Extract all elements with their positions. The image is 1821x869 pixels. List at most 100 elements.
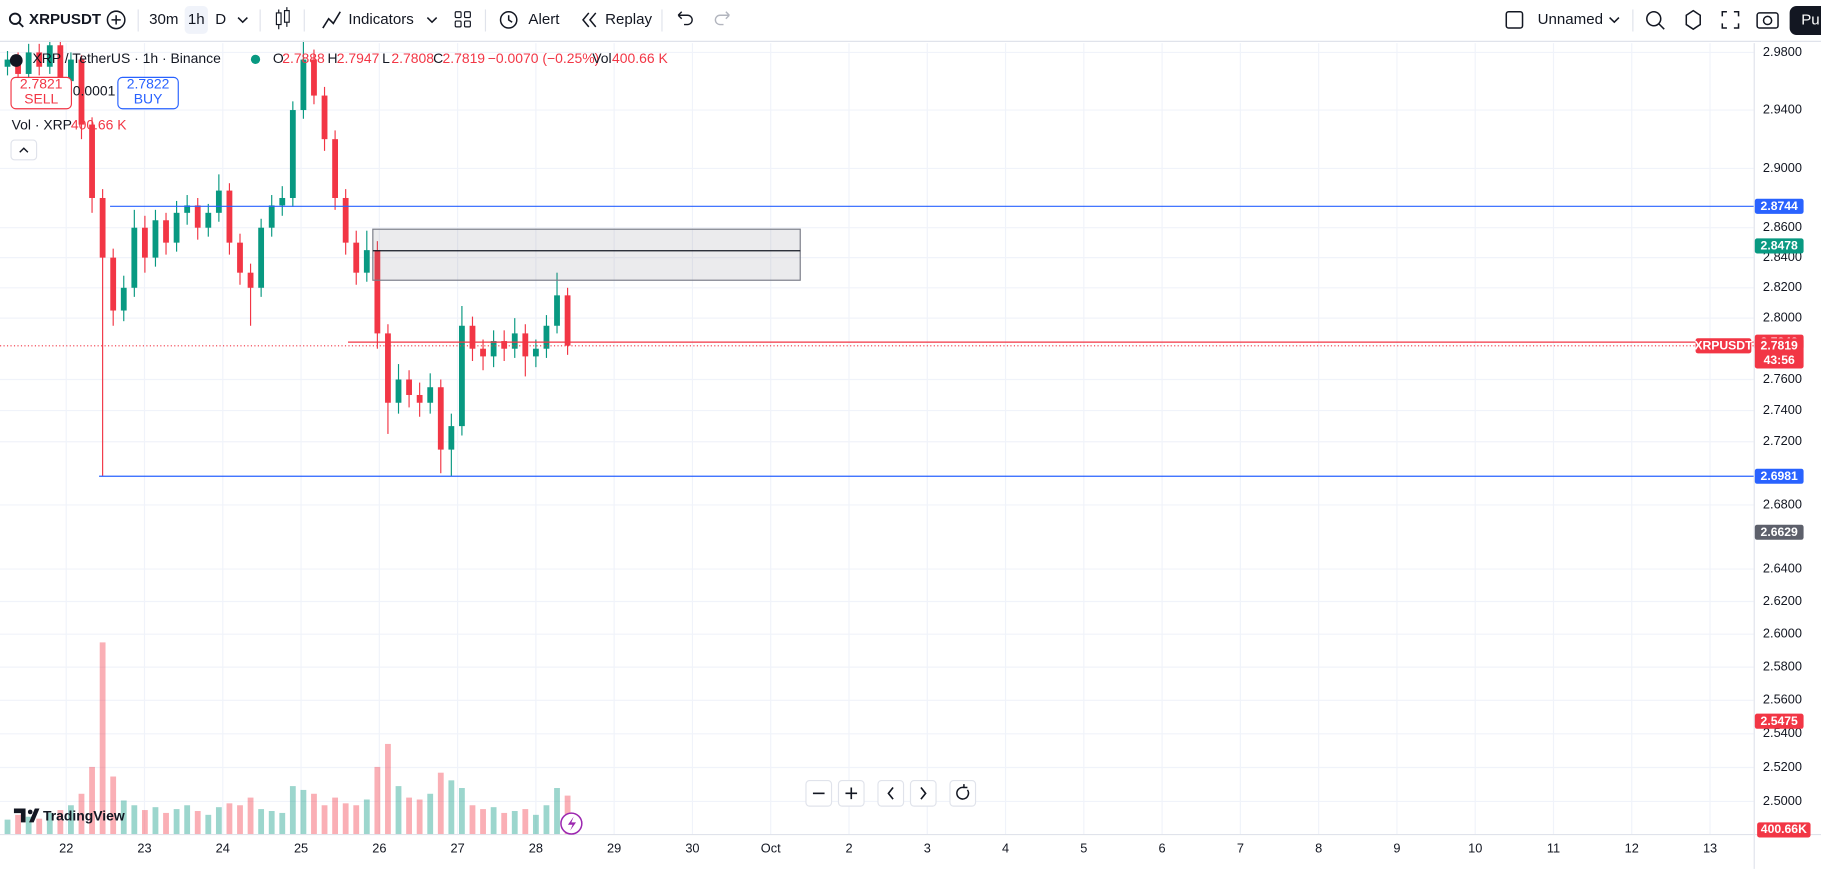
volume-bar	[173, 809, 180, 835]
settings-button[interactable]	[1685, 9, 1701, 31]
y-tick-label: 2.6000	[1763, 626, 1802, 641]
candle-body	[194, 205, 201, 228]
chevron[interactable]	[237, 17, 248, 24]
x-tick-label: 27	[451, 840, 465, 855]
collapse-icon	[19, 147, 29, 153]
candle-body	[395, 379, 402, 403]
x-tick-label: 26	[372, 840, 386, 855]
y-tick-label: 2.9400	[1763, 101, 1802, 116]
volume-bar	[163, 812, 169, 835]
scroll-right-button[interactable]	[909, 780, 937, 807]
ohlc-value: 2.7888	[282, 50, 325, 66]
y-tick-label: 2.7600	[1763, 371, 1802, 386]
interval[interactable]: 30m	[149, 11, 178, 28]
undo-button[interactable]	[677, 11, 693, 26]
plus-icon	[111, 15, 121, 25]
x-tick-label: 4	[1002, 840, 1009, 855]
volume-bar	[342, 803, 349, 835]
icon	[1756, 12, 1779, 29]
candle-body	[416, 394, 423, 403]
scroll-left-button[interactable]	[877, 780, 905, 807]
chevron[interactable]	[1609, 17, 1620, 24]
volume-bar	[141, 810, 148, 835]
volume-study-value: 400.66 K	[71, 116, 127, 132]
toolbar-bg	[0, 0, 1821, 41]
price-label-box	[1754, 713, 1804, 729]
x-tick-label: 23	[137, 840, 151, 855]
candle-body	[501, 341, 508, 349]
compare-button[interactable]	[106, 10, 126, 30]
ohlc-value: 2.7947	[337, 50, 380, 66]
volume-bar	[374, 766, 381, 835]
alert-icon	[507, 15, 513, 23]
grid-icon	[454, 11, 462, 19]
volume-bar	[385, 743, 391, 835]
interval[interactable]: 1h	[188, 11, 205, 28]
candle-body	[406, 379, 412, 395]
candle-body	[511, 333, 518, 349]
price-label-box	[1754, 238, 1804, 254]
replay-icon	[582, 12, 597, 28]
layout-name[interactable]: Unnamed	[1538, 11, 1603, 28]
volume-bar	[247, 797, 254, 835]
volume-bar	[57, 810, 64, 835]
candle-body	[427, 387, 434, 403]
buy-price: 2.7822	[127, 76, 170, 92]
ohlc-label: H	[328, 50, 338, 66]
sell-button[interactable]: 2.7821 SELL	[10, 76, 73, 110]
candle-body	[46, 45, 53, 67]
y-tick-label: 2.7400	[1763, 402, 1802, 417]
alert-button[interactable]: Alert	[499, 11, 561, 29]
volume-bar	[36, 818, 43, 835]
volume-bar	[258, 809, 265, 835]
fullscreen-button[interactable]	[1721, 11, 1740, 29]
ohlc-value: 2.7819	[442, 50, 485, 66]
x-tick-label: 2	[845, 840, 852, 855]
symbol-search[interactable]: XRPUSDT	[8, 11, 102, 28]
indicators-button[interactable]: Indicators	[322, 11, 414, 29]
volume-bar	[511, 811, 518, 835]
x-tick-label: 22	[59, 840, 73, 855]
x-tick-label: 7	[1237, 840, 1244, 855]
x-tick-label: 24	[216, 840, 230, 855]
volume-bar	[205, 814, 212, 835]
candle-body	[163, 220, 169, 243]
chart-type-button[interactable]	[275, 7, 290, 30]
templates-button[interactable]	[454, 11, 471, 28]
interval[interactable]: D	[215, 11, 226, 28]
chevron[interactable]	[426, 17, 438, 24]
collapse-button[interactable]	[10, 139, 38, 161]
candle-body	[205, 212, 212, 228]
volume-bar	[194, 811, 201, 835]
x-tick-label: 30	[685, 840, 699, 855]
logo-icon	[27, 809, 33, 815]
replay-button[interactable]: Replay	[582, 11, 652, 28]
redo-button[interactable]	[714, 11, 730, 26]
alert-icon	[499, 11, 518, 29]
snapshot-button[interactable]	[1756, 12, 1779, 29]
volume-bar	[469, 805, 476, 835]
candle-body	[554, 295, 560, 326]
line-price-label-box	[1754, 198, 1804, 214]
volume-bar	[268, 811, 275, 835]
quick-search-button[interactable]	[1646, 11, 1665, 30]
chart-layer: 2.98002.94002.90002.86002.84002.82002.80…	[0, 38, 1821, 869]
candle-body	[268, 205, 275, 228]
reset-button[interactable]	[949, 780, 977, 807]
y-tick-label: 2.8200	[1763, 279, 1802, 294]
candle-body	[522, 333, 529, 357]
buy-button[interactable]: 2.7822 BUY	[117, 76, 179, 110]
volume-study: Vol · XRP	[12, 116, 72, 132]
candle-body	[215, 190, 222, 213]
x-tick-label: 25	[294, 840, 308, 855]
layout-checkbox[interactable]	[1505, 11, 1524, 29]
change: −0.0070 (−0.25%)	[488, 50, 599, 66]
publish-button[interactable]	[1789, 5, 1821, 35]
candle-body	[78, 59, 85, 125]
volume-bar	[311, 793, 317, 835]
y-tick-label: 2.7200	[1763, 433, 1802, 448]
last-price: 2.7819	[1761, 339, 1798, 353]
volume-bar	[459, 788, 465, 835]
